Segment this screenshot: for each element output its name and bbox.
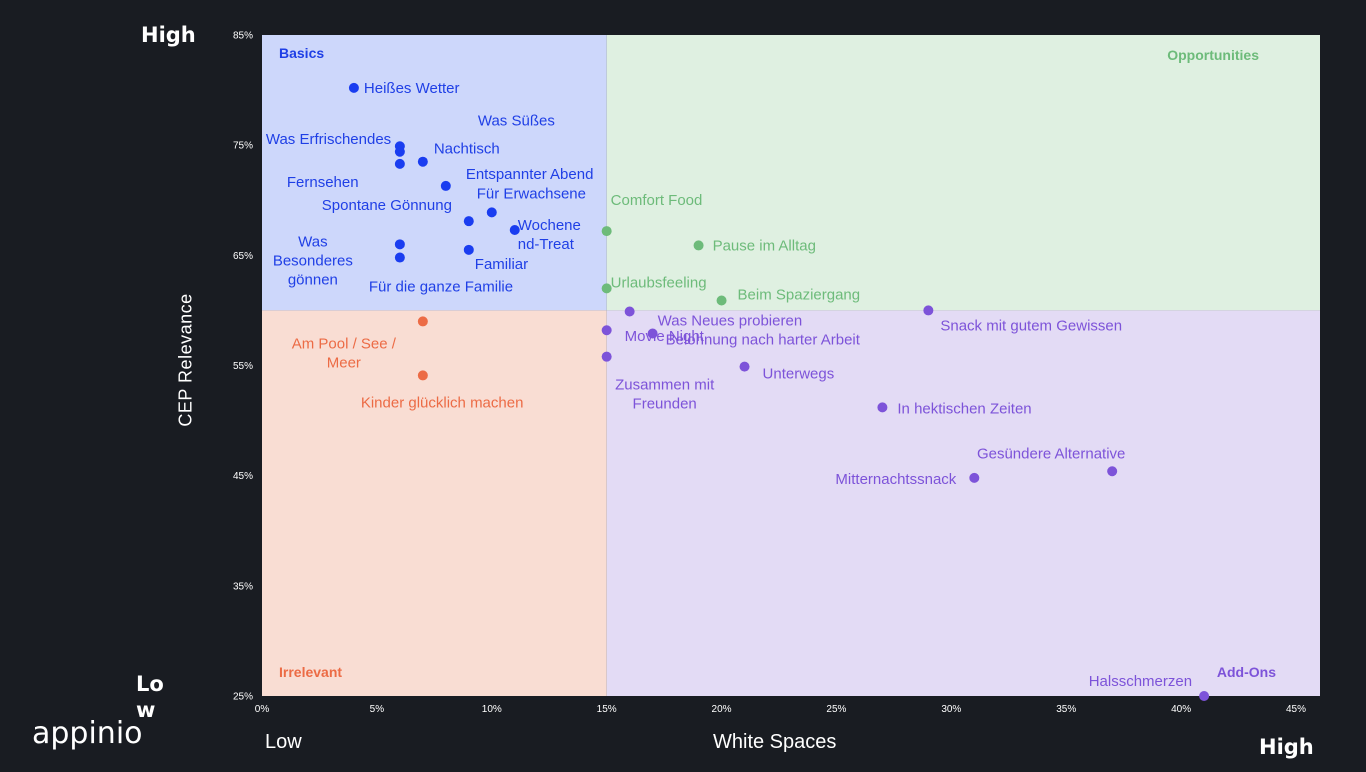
point-urlaubsfeeling [601,283,612,294]
point-halsschmerzen [1199,691,1210,701]
point-snack-mit-gutem-gewissen [923,305,934,316]
label-f-r-die-ganze-familie: Für die ganze Familie [369,279,513,296]
label-was-besonderes-g-nnen: Was Besonderes gönnen [273,233,353,288]
x-tick-label: 5% [370,704,385,715]
x-axis-title: White Spaces [713,731,837,753]
data-points [348,82,1210,701]
point-f-r-die-ganze-familie [394,252,405,263]
point-in-hektischen-zeiten [877,402,888,413]
label-belohnung-nach-harter-arbeit: Belohnung nach harter Arbeit [666,332,861,349]
y-axis-high-label: High [141,23,196,47]
quadrant-basics [262,35,607,311]
x-axis-ticks: 0% 5% 10% 15% 20% 25% 30% 35% 40% 45% [255,704,1306,715]
label-halsschmerzen: Halsschmerzen [1089,673,1192,690]
point-belohnung-nach-harter-arbeit [647,328,658,339]
x-tick-label: 15% [597,704,617,715]
point-am-pool-see-meer [417,316,428,327]
point-hei-es-wetter [348,82,359,93]
label-unterwegs: Unterwegs [763,366,835,383]
point-kinder-gl-cklich-machen [417,370,428,381]
point-was-besonderes-g-nnen [394,239,405,250]
quadrant-label-basics: Basics [279,45,324,61]
x-tick-label: 10% [482,704,502,715]
label-f-r-erwachsene: Für Erwachsene [477,185,586,202]
x-tick-label: 25% [826,704,846,715]
x-tick-label: 20% [712,704,732,715]
point-familiar [463,244,474,255]
label-am-pool-see-meer: Am Pool / See / Meer [292,335,397,371]
y-tick-label: 75% [233,141,253,152]
quadrant-label-opportunities: Opportunities [1167,47,1259,63]
label-was-erfrischendes: Was Erfrischendes [266,131,391,148]
label-nachtisch: Nachtisch [434,141,500,158]
y-tick-label: 65% [233,251,253,262]
y-tick-label: 35% [233,581,253,592]
quadrant-add-ons [606,310,1320,696]
y-axis-low-label: Low [136,672,164,722]
y-tick-label: 55% [233,361,253,372]
quadrant-labels: Basics Opportunities Irrelevant Add-Ons [279,45,1276,680]
point-ges-ndere-alternative [1107,466,1118,477]
label-fernsehen: Fernsehen [287,174,359,191]
label-hei-es-wetter: Heißes Wetter [364,80,460,97]
label-urlaubsfeeling: Urlaubsfeeling [611,274,707,291]
quadrant-backgrounds [262,35,1320,696]
point-wochenend-treat [509,224,520,235]
y-tick-label: 45% [233,471,253,482]
point-movie-night [601,325,612,336]
point-zusammen-mit-freunden [601,351,612,362]
point-nachtisch [417,156,428,167]
y-axis-title: CEP Relevance [175,293,196,427]
point-fernsehen [394,158,405,169]
label-was-neues-probieren: Was Neues probieren [658,313,803,330]
point-entspannter-abend [440,180,451,191]
data-point-labels: Heißes Wetter Was Süßes Was Erfrischendes N… [266,80,1192,690]
point-comfort-food [601,226,612,237]
y-tick-label: 25% [233,692,253,703]
x-tick-label: 0% [255,704,270,715]
label-beim-spaziergang: Beim Spaziergang [738,287,861,304]
x-axis-low-label: Low [265,731,302,753]
point-beim-spaziergang [716,295,727,306]
point-pause-im-alltag [693,240,704,251]
quadrant-opportunities [606,35,1320,311]
label-mitternachtssnack: Mitternachtssnack [835,471,956,488]
label-comfort-food: Comfort Food [611,192,703,209]
label-ges-ndere-alternative: Gesündere Alternative [977,445,1125,462]
label-in-hektischen-zeiten: In hektischen Zeiten [897,400,1031,417]
point-was-neues-probieren [624,306,635,317]
label-was-s-es: Was Süßes [478,112,555,129]
label-wochenend-treat: Wochene nd-Treat [518,217,581,253]
label-kinder-gl-cklich-machen: Kinder glücklich machen [361,394,524,411]
point-spontane-g-nnung [463,216,474,227]
label-familiar: Familiar [475,256,528,273]
x-axis-high-label: High [1259,735,1314,759]
label-movie-night: Movie Night [625,328,705,345]
label-zusammen-mit-freunden: Zusammen mit Freunden [615,377,715,413]
x-tick-label: 30% [941,704,961,715]
y-tick-label: 85% [233,31,253,42]
y-axis-ticks: 25% 35% 45% 55% 65% 75% 85% [233,31,253,703]
quadrant-label-irrelevant: Irrelevant [279,664,342,680]
label-entspannter-abend: Entspannter Abend [466,166,594,183]
point-f-r-erwachsene [486,207,497,218]
label-pause-im-alltag: Pause im Alltag [713,237,816,254]
label-snack-mit-gutem-gewissen: Snack mit gutem Gewissen [940,317,1122,334]
appinio-logo: appinio [32,716,143,751]
x-tick-label: 40% [1171,704,1191,715]
x-tick-label: 45% [1286,704,1306,715]
x-tick-label: 35% [1056,704,1076,715]
quadrant-irrelevant [262,310,607,696]
label-spontane-g-nnung: Spontane Gönnung [322,197,452,214]
point-mitternachtssnack [969,472,980,483]
point-unterwegs [739,361,750,372]
quadrant-label-add-ons: Add-Ons [1217,664,1276,680]
point-was-erfrischendes [394,146,405,157]
